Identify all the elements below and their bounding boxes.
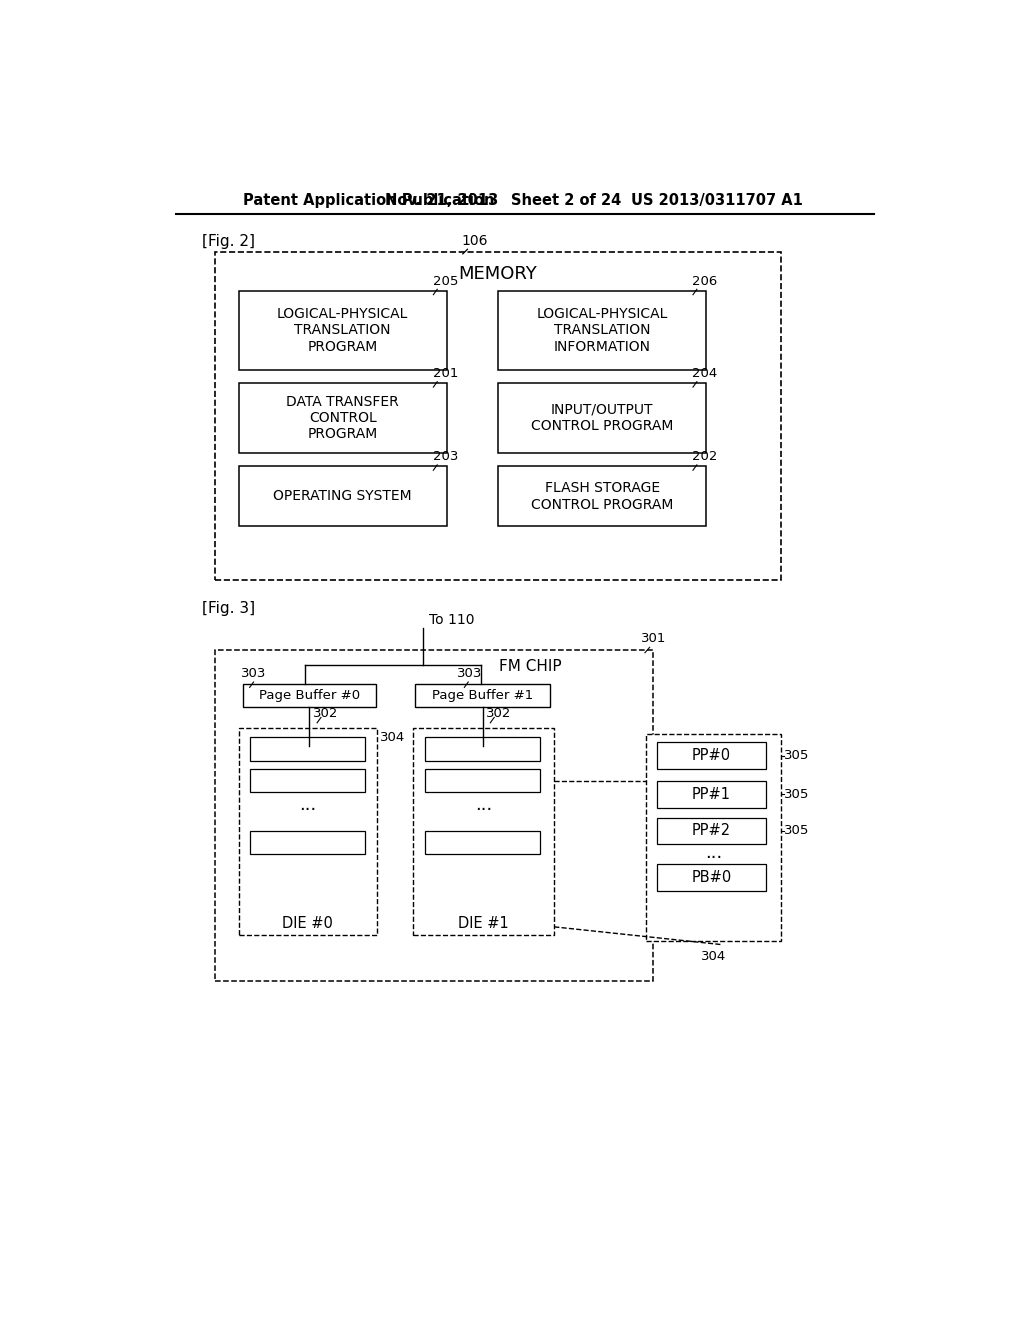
Bar	[499, 290, 707, 370]
Text: PP#1: PP#1	[692, 787, 731, 801]
Bar	[657, 863, 766, 891]
Text: DIE #0: DIE #0	[283, 916, 333, 932]
Text: 204: 204	[692, 367, 718, 380]
Bar	[251, 738, 366, 760]
Text: 201: 201	[432, 367, 458, 380]
Text: [Fig. 2]: [Fig. 2]	[202, 234, 255, 249]
Text: DATA TRANSFER
CONTROL
PROGRAM: DATA TRANSFER CONTROL PROGRAM	[287, 395, 399, 441]
Bar	[414, 729, 554, 935]
Bar	[657, 780, 766, 808]
Text: PP#2: PP#2	[692, 824, 731, 838]
Text: 302: 302	[486, 706, 512, 719]
Text: US 2013/0311707 A1: US 2013/0311707 A1	[631, 193, 803, 209]
Bar	[425, 830, 540, 854]
Text: ...: ...	[705, 843, 722, 862]
Bar	[499, 466, 707, 527]
Text: FM CHIP: FM CHIP	[499, 659, 561, 675]
Bar	[239, 729, 377, 935]
Text: Patent Application Publication: Patent Application Publication	[243, 193, 495, 209]
Text: DIE #1: DIE #1	[459, 916, 509, 932]
Text: FLASH STORAGE
CONTROL PROGRAM: FLASH STORAGE CONTROL PROGRAM	[531, 482, 674, 512]
Text: 305: 305	[784, 748, 810, 762]
Text: LOGICAL-PHYSICAL
TRANSLATION
PROGRAM: LOGICAL-PHYSICAL TRANSLATION PROGRAM	[276, 308, 409, 354]
Text: INPUT/OUTPUT
CONTROL PROGRAM: INPUT/OUTPUT CONTROL PROGRAM	[531, 403, 674, 433]
Bar	[239, 466, 446, 527]
Text: To 110: To 110	[429, 612, 474, 627]
Bar	[251, 770, 366, 792]
Bar	[215, 649, 652, 981]
Bar	[657, 817, 766, 845]
Text: ...: ...	[475, 796, 493, 814]
Text: Nov. 21, 2013: Nov. 21, 2013	[385, 193, 499, 209]
Text: Page Buffer #0: Page Buffer #0	[259, 689, 359, 702]
Text: ...: ...	[299, 796, 316, 814]
Bar	[415, 684, 550, 708]
Text: MEMORY: MEMORY	[459, 265, 537, 282]
Bar	[239, 290, 446, 370]
Bar	[243, 684, 376, 708]
Text: 302: 302	[313, 706, 339, 719]
Text: 303: 303	[458, 667, 482, 680]
Text: PB#0: PB#0	[691, 870, 732, 884]
Text: 304: 304	[700, 949, 726, 962]
Text: 305: 305	[784, 788, 810, 800]
Bar	[657, 742, 766, 770]
Text: 301: 301	[641, 632, 667, 645]
Bar	[499, 383, 707, 453]
Bar	[646, 734, 781, 941]
Text: 202: 202	[692, 450, 718, 463]
Text: 304: 304	[380, 731, 406, 744]
Text: LOGICAL-PHYSICAL
TRANSLATION
INFORMATION: LOGICAL-PHYSICAL TRANSLATION INFORMATION	[537, 308, 668, 354]
Bar	[251, 830, 366, 854]
Text: [Fig. 3]: [Fig. 3]	[202, 601, 255, 616]
Text: 305: 305	[784, 825, 810, 837]
Bar	[425, 738, 540, 760]
Bar	[239, 383, 446, 453]
Text: 106: 106	[461, 234, 487, 248]
Text: OPERATING SYSTEM: OPERATING SYSTEM	[273, 490, 412, 503]
Text: PP#0: PP#0	[692, 748, 731, 763]
Text: 206: 206	[692, 275, 718, 288]
Bar	[215, 252, 780, 579]
Text: 205: 205	[432, 275, 458, 288]
Bar	[425, 770, 540, 792]
Text: 303: 303	[241, 667, 266, 680]
Text: Page Buffer #1: Page Buffer #1	[432, 689, 534, 702]
Text: 203: 203	[432, 450, 458, 463]
Text: Sheet 2 of 24: Sheet 2 of 24	[511, 193, 621, 209]
